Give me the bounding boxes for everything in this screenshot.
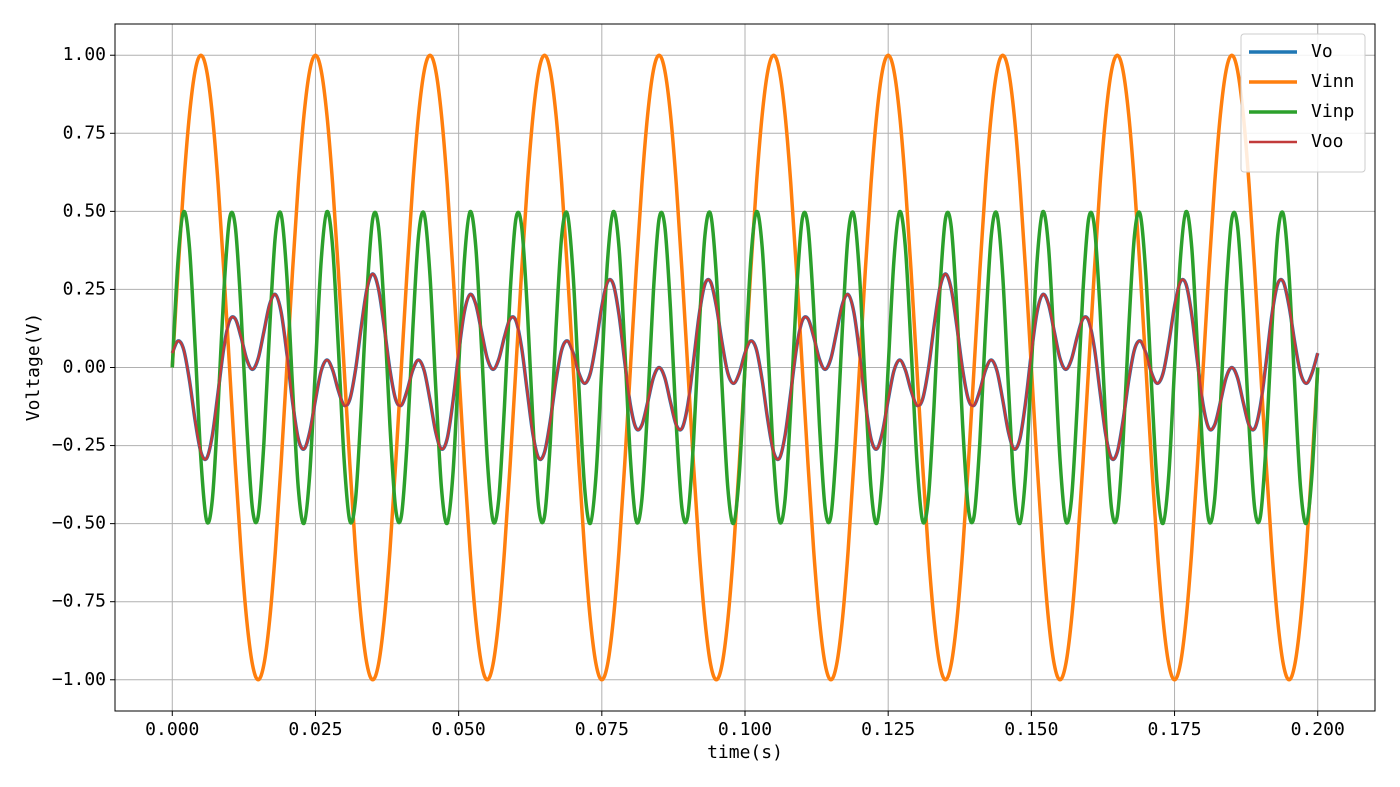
y-tick-label: 0.75 (63, 122, 106, 143)
x-tick-label: 0.200 (1291, 719, 1345, 740)
x-tick-label: 0.125 (861, 719, 915, 740)
x-tick-label: 0.100 (718, 719, 772, 740)
x-tick-label: 0.075 (575, 719, 629, 740)
y-axis-label: Voltage(V) (23, 313, 44, 421)
legend-label: Vinn (1311, 71, 1354, 92)
y-tick-label: −0.50 (52, 513, 106, 534)
plot-frame (114, 23, 1376, 712)
y-tick-label: −0.75 (52, 591, 106, 612)
legend-label: Vinp (1311, 101, 1354, 122)
y-tick-label: 0.25 (63, 278, 106, 299)
x-tick-label: 0.025 (288, 719, 342, 740)
y-tick-label: 1.00 (63, 44, 106, 65)
x-axis-label: time(s) (707, 742, 783, 763)
legend-label: Voo (1311, 131, 1344, 152)
legend-box (1240, 33, 1366, 173)
y-tick-label: −1.00 (52, 669, 106, 690)
x-tick-label: 0.150 (1004, 719, 1058, 740)
x-tick-label: 0.000 (145, 719, 199, 740)
x-tick-label: 0.175 (1147, 719, 1201, 740)
y-tick-label: 0.00 (63, 357, 106, 378)
line-series (171, 272, 1319, 461)
y-tick-label: −0.25 (52, 435, 106, 456)
y-tick-label: 0.50 (63, 200, 106, 221)
legend-label: Vo (1311, 41, 1333, 62)
x-tick-label: 0.050 (432, 719, 486, 740)
line-series (170, 209, 1320, 526)
